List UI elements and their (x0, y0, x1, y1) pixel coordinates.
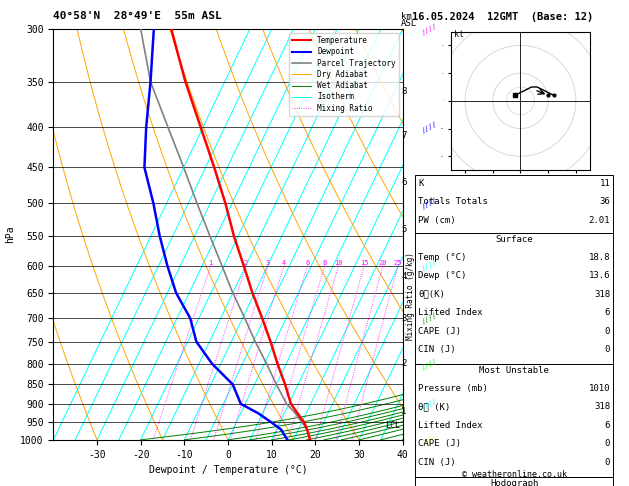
Text: Most Unstable: Most Unstable (479, 366, 549, 376)
Text: ////: //// (420, 312, 438, 325)
Text: 15: 15 (360, 260, 369, 265)
Text: © weatheronline.co.uk: © weatheronline.co.uk (462, 469, 567, 479)
Text: ////: //// (420, 196, 438, 210)
Text: ////: //// (420, 433, 438, 447)
Text: ////: //// (420, 397, 438, 411)
Text: 1010: 1010 (589, 384, 610, 393)
Text: 6: 6 (604, 308, 610, 317)
Text: 5: 5 (401, 225, 407, 234)
Text: 20: 20 (379, 260, 387, 265)
Text: CAPE (J): CAPE (J) (418, 439, 461, 449)
Text: Lifted Index: Lifted Index (418, 308, 483, 317)
Text: 0: 0 (604, 345, 610, 354)
Text: 40°58'N  28°49'E  55m ASL: 40°58'N 28°49'E 55m ASL (53, 11, 222, 21)
Text: 6: 6 (305, 260, 309, 265)
Text: 318: 318 (594, 290, 610, 299)
Text: 18.8: 18.8 (589, 253, 610, 262)
Text: Surface: Surface (496, 235, 533, 244)
X-axis label: Dewpoint / Temperature (°C): Dewpoint / Temperature (°C) (148, 465, 308, 475)
Text: 318: 318 (594, 402, 610, 412)
Text: 3: 3 (401, 313, 407, 323)
Text: 6: 6 (401, 178, 407, 187)
Text: 16.05.2024  12GMT  (Base: 12): 16.05.2024 12GMT (Base: 12) (412, 12, 593, 22)
Text: 2: 2 (244, 260, 248, 265)
Text: Temp (°C): Temp (°C) (418, 253, 467, 262)
Text: 13.6: 13.6 (589, 271, 610, 280)
Text: K: K (418, 179, 424, 188)
Text: 2.01: 2.01 (589, 216, 610, 225)
Text: 8: 8 (401, 87, 407, 96)
Text: Dewp (°C): Dewp (°C) (418, 271, 467, 280)
Text: 4: 4 (401, 272, 407, 281)
Text: 11: 11 (599, 179, 610, 188)
Text: ////: //// (420, 357, 438, 370)
Text: θᴇ(K): θᴇ(K) (418, 290, 445, 299)
Y-axis label: hPa: hPa (4, 226, 14, 243)
Text: 1: 1 (401, 407, 407, 416)
Text: LCL: LCL (386, 421, 401, 431)
Text: ////: //// (420, 22, 438, 36)
Text: 0: 0 (604, 327, 610, 336)
Text: 2: 2 (401, 359, 407, 368)
Text: 8: 8 (323, 260, 327, 265)
Text: 6: 6 (604, 421, 610, 430)
Text: 0: 0 (604, 439, 610, 449)
Text: 25: 25 (394, 260, 403, 265)
Text: θᴇ (K): θᴇ (K) (418, 402, 450, 412)
Text: PW (cm): PW (cm) (418, 216, 456, 225)
Text: km: km (401, 12, 412, 21)
Text: Hodograph: Hodograph (490, 479, 538, 486)
Text: CIN (J): CIN (J) (418, 345, 456, 354)
Text: ////: //// (420, 259, 438, 273)
Text: 4: 4 (282, 260, 286, 265)
Text: Lifted Index: Lifted Index (418, 421, 483, 430)
Text: ////: //// (420, 121, 438, 134)
Text: 7: 7 (401, 131, 407, 140)
Text: CAPE (J): CAPE (J) (418, 327, 461, 336)
Text: 3: 3 (266, 260, 270, 265)
Text: 1: 1 (209, 260, 213, 265)
Text: Pressure (mb): Pressure (mb) (418, 384, 488, 393)
Text: 10: 10 (334, 260, 343, 265)
Text: kt: kt (454, 30, 464, 39)
Text: 0: 0 (604, 458, 610, 467)
Text: ASL: ASL (401, 19, 418, 29)
Text: CIN (J): CIN (J) (418, 458, 456, 467)
Text: Mixing Ratio (g/kg): Mixing Ratio (g/kg) (406, 252, 415, 340)
Text: 36: 36 (599, 197, 610, 207)
Legend: Temperature, Dewpoint, Parcel Trajectory, Dry Adiabat, Wet Adiabat, Isotherm, Mi: Temperature, Dewpoint, Parcel Trajectory… (289, 33, 399, 116)
Text: Totals Totals: Totals Totals (418, 197, 488, 207)
